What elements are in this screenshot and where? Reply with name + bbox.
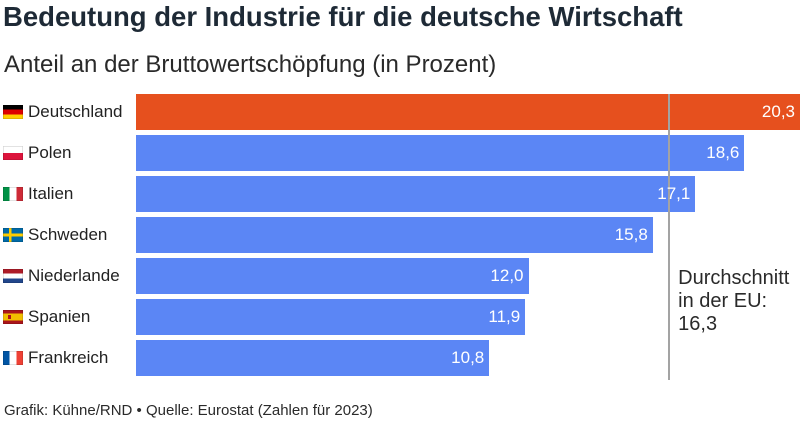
- bar-row-schweden: Schweden 15,8: [0, 217, 800, 253]
- data-label-polen: 18,6: [706, 143, 740, 162]
- bar-polen: [136, 135, 745, 171]
- bar-row-deutschland: Deutschland 20,3: [0, 94, 800, 130]
- bar-deutschland: [136, 94, 800, 130]
- source-credit: Grafik: Kühne/RND • Quelle: Eurostat (Za…: [4, 402, 373, 419]
- data-label-italien: 17,1: [657, 184, 691, 203]
- data-label-niederlande: 12,0: [490, 266, 524, 285]
- chart-subtitle: Anteil an der Bruttowertschöpfung (in Pr…: [4, 51, 497, 78]
- flag-poland-icon: [3, 146, 23, 160]
- bar-row-italien: Italien 17,1: [0, 176, 800, 212]
- flag-italy-icon: [3, 187, 23, 201]
- flag-germany-icon: [3, 105, 23, 119]
- flag-france-icon: [3, 351, 23, 365]
- category-label-schweden: Schweden: [28, 225, 108, 244]
- data-label-spanien: 11,9: [488, 307, 521, 326]
- reference-line-label: Durchschnitt in der EU: 16,3: [678, 267, 789, 336]
- category-label-frankreich: Frankreich: [28, 348, 109, 367]
- bar-row-niederlande: Niederlande 12,0: [0, 258, 800, 294]
- flag-sweden-icon: [3, 228, 23, 242]
- bar-row-frankreich: Frankreich 10,8: [0, 340, 800, 376]
- data-label-frankreich: 10,8: [451, 348, 485, 367]
- data-label-schweden: 15,8: [614, 225, 648, 244]
- bar-schweden: [136, 217, 653, 253]
- category-label-deutschland: Deutschland: [28, 102, 123, 121]
- category-label-italien: Italien: [28, 184, 74, 203]
- bar-spanien: [136, 299, 526, 335]
- reference-line-eu-average: [668, 94, 671, 380]
- bar-niederlande: [136, 258, 529, 294]
- bar-chart: Durchschnitt in der EU: 16,3 Deutschland…: [0, 94, 800, 384]
- data-label-deutschland: 20,3: [761, 102, 795, 121]
- reference-label-line-3: 16,3: [678, 313, 718, 335]
- bar-italien: [136, 176, 696, 212]
- flag-spain-icon: [3, 310, 23, 324]
- chart-title: Bedeutung der Industrie für die deutsche…: [3, 1, 683, 32]
- bar-row-polen: Polen 18,6: [0, 135, 800, 171]
- category-label-spanien: Spanien: [28, 307, 91, 326]
- reference-label-line-1: Durchschnitt: [678, 267, 790, 289]
- flag-netherlands-icon: [3, 269, 23, 283]
- bar-frankreich: [136, 340, 490, 376]
- reference-label-line-2: in der EU:: [678, 290, 768, 312]
- bar-row-spanien: Spanien 11,9: [0, 299, 800, 335]
- category-label-niederlande: Niederlande: [28, 266, 120, 285]
- category-label-polen: Polen: [28, 143, 72, 162]
